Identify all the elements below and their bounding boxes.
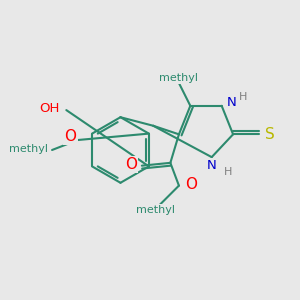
Text: O: O	[185, 177, 197, 192]
Text: methyl: methyl	[9, 144, 48, 154]
Text: methyl: methyl	[159, 73, 198, 83]
Text: N: N	[207, 159, 217, 172]
Text: S: S	[265, 127, 275, 142]
Text: N: N	[227, 96, 237, 109]
Text: H: H	[239, 92, 248, 102]
Text: O: O	[64, 129, 76, 144]
Text: methyl: methyl	[136, 205, 175, 215]
Text: OH: OH	[39, 102, 59, 115]
Text: O: O	[125, 157, 137, 172]
Text: H: H	[224, 167, 232, 177]
